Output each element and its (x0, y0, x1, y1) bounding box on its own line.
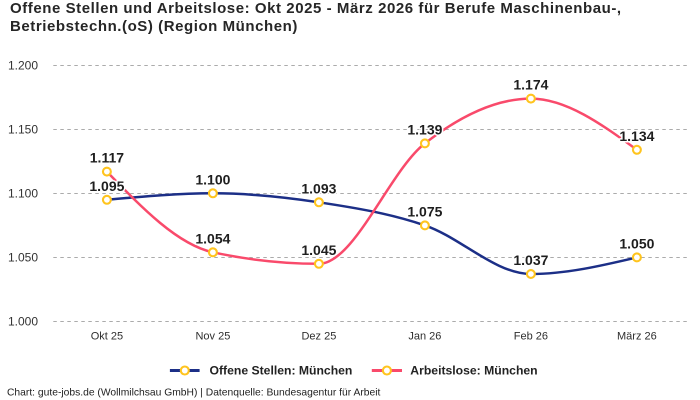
svg-text:Offene Stellen: München: Offene Stellen: München (210, 364, 353, 378)
svg-text:1.093: 1.093 (301, 180, 336, 196)
svg-text:1.150: 1.150 (8, 122, 38, 136)
svg-text:1.095: 1.095 (89, 178, 124, 194)
svg-text:1.139: 1.139 (407, 121, 442, 137)
svg-text:1.050: 1.050 (619, 235, 654, 251)
svg-text:1.000: 1.000 (8, 314, 38, 328)
svg-text:1.050: 1.050 (8, 250, 38, 264)
svg-text:1.200: 1.200 (8, 58, 38, 72)
svg-text:1.100: 1.100 (8, 186, 38, 200)
svg-text:Okt 25: Okt 25 (91, 331, 123, 343)
svg-text:März 26: März 26 (617, 331, 657, 343)
svg-text:1.037: 1.037 (513, 252, 548, 268)
svg-text:Dez 25: Dez 25 (301, 331, 336, 343)
svg-text:1.117: 1.117 (90, 150, 124, 166)
svg-text:Chart: gute-jobs.de (Wollmilch: Chart: gute-jobs.de (Wollmilchsau GmbH) … (7, 387, 380, 398)
svg-text:1.075: 1.075 (407, 203, 442, 219)
svg-text:Feb 26: Feb 26 (514, 331, 548, 343)
svg-text:1.174: 1.174 (513, 77, 548, 93)
svg-text:1.134: 1.134 (619, 128, 654, 144)
svg-text:1.100: 1.100 (195, 171, 230, 187)
svg-text:1.045: 1.045 (301, 242, 336, 258)
svg-text:Nov 25: Nov 25 (195, 331, 230, 343)
svg-text:1.054: 1.054 (195, 230, 230, 246)
svg-text:Arbeitslose: München: Arbeitslose: München (410, 364, 537, 378)
svg-text:Jan 26: Jan 26 (408, 331, 441, 343)
